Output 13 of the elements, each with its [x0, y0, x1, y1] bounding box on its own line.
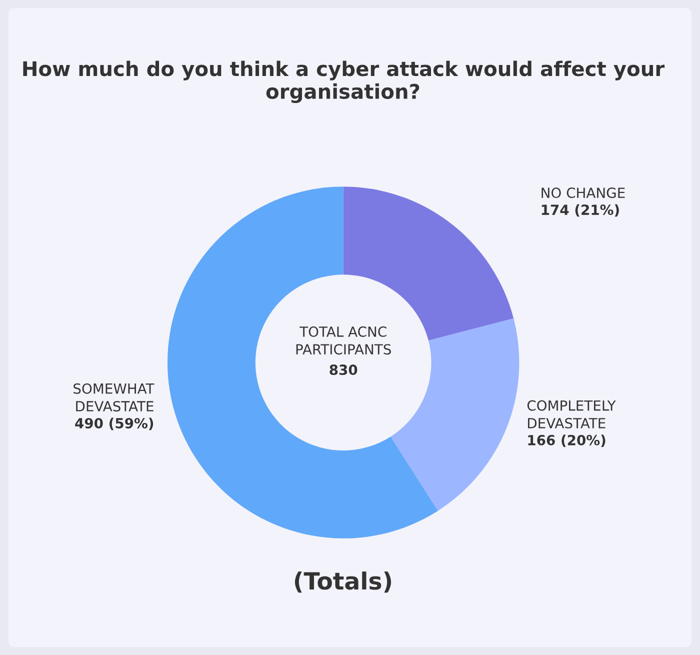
donut-slice — [168, 186, 438, 538]
chart-title: How much do you think a cyber attack would affect your organisation? — [23, 60, 665, 104]
slice-label: SOMEWHAT DEVASTATE — [74, 383, 154, 412]
slice-label: NO CHANGE — [542, 188, 625, 198]
text: TOTAL ACNC PARTICIPANTS — [296, 326, 391, 355]
donut-slice — [343, 186, 514, 340]
donut-slice — [390, 318, 520, 511]
text: (Totals) — [294, 572, 392, 593]
slice-label: COMPLETELY DEVASTATE — [527, 400, 616, 428]
text: 830 — [330, 364, 358, 376]
data-label: 166 (20%) — [528, 434, 606, 448]
data-label: 174 (21%) — [542, 204, 619, 217]
data-label: 490 (59%) — [75, 418, 154, 430]
